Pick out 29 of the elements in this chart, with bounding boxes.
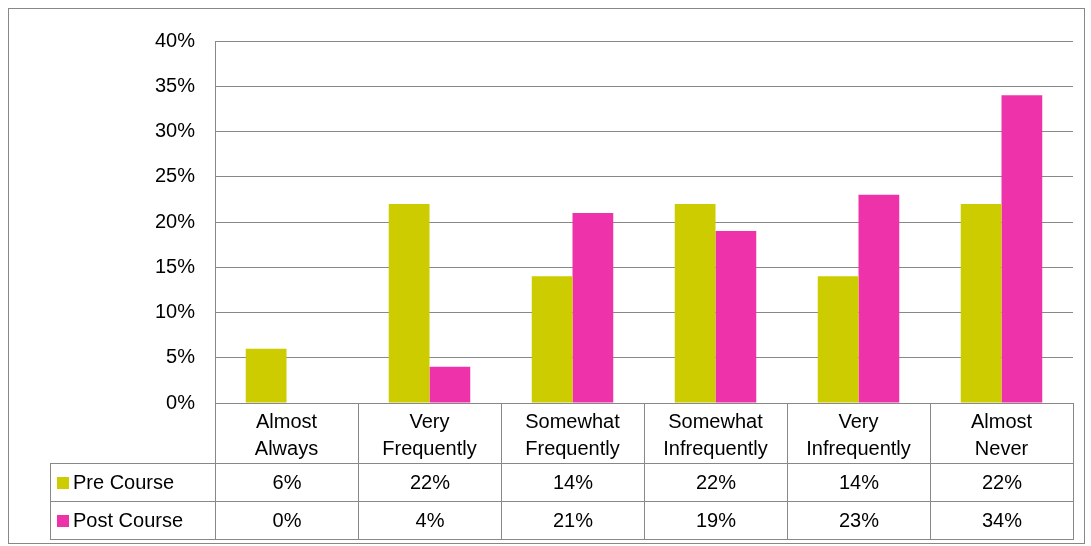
data-label: 23% — [838, 509, 880, 532]
y-tick-label: 20% — [154, 209, 196, 232]
x-tick-label: Somewhat Frequently — [525, 410, 621, 460]
y-tick-label: 5% — [166, 345, 196, 368]
y-tick-label: 25% — [154, 164, 196, 187]
y-tick-label: 0% — [166, 390, 196, 413]
data-label: 21% — [552, 509, 594, 532]
data-label: 22% — [409, 471, 451, 494]
y-tick-label: 40% — [154, 28, 196, 51]
x-tick-label: Somewhat Infrequently — [663, 410, 768, 460]
y-tick-label: 15% — [154, 254, 196, 277]
data-label: 19% — [695, 509, 737, 532]
data-label: 6% — [272, 471, 302, 494]
data-label: 0% — [272, 509, 302, 532]
data-label: 4% — [415, 509, 445, 532]
data-label: 14% — [552, 471, 594, 494]
data-label: 22% — [695, 471, 737, 494]
x-tick-label: Almost Always — [254, 410, 319, 460]
x-tick-label: Very Frequently — [382, 410, 477, 460]
y-tick-label: 10% — [154, 300, 196, 323]
x-tick-label: Very Infrequently — [806, 410, 911, 460]
y-tick-label: 35% — [154, 73, 196, 96]
legend-label: Pre Course — [73, 471, 175, 494]
data-label: 34% — [981, 509, 1023, 532]
legend-label: Post Course — [73, 509, 184, 532]
data-label: 14% — [838, 471, 880, 494]
y-tick-label: 30% — [154, 119, 196, 142]
data-label: 22% — [981, 471, 1023, 494]
x-tick-label: Almost Never — [970, 410, 1033, 460]
